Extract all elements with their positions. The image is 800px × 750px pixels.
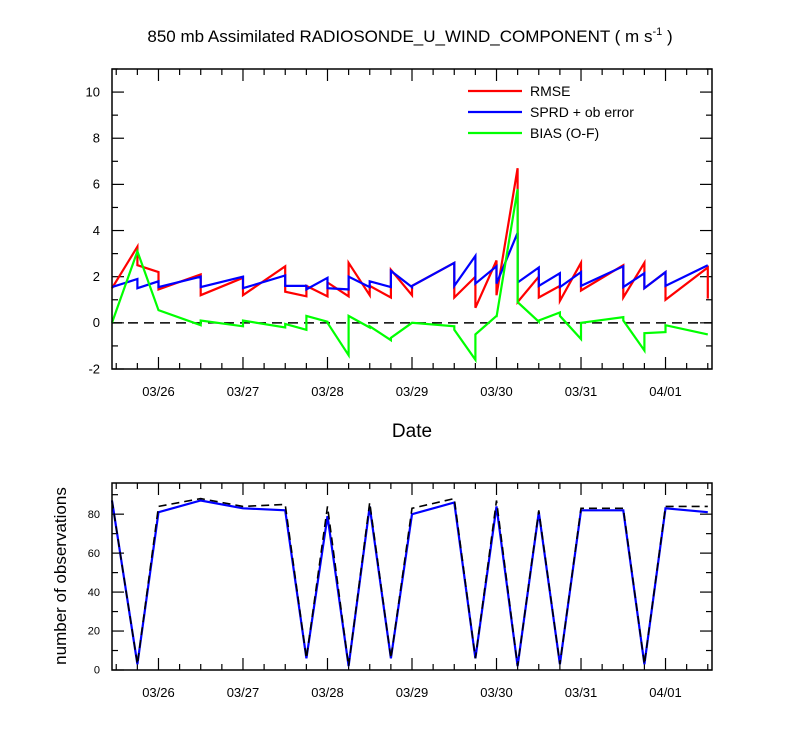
x-tick-label: 03/26 (142, 384, 175, 399)
x-tick-label: 03/30 (480, 685, 513, 700)
y-tick-label: 0 (93, 315, 100, 330)
top-plot-frame (111, 68, 713, 370)
chart-title: 850 mb Assimilated RADIOSONDE_U_WIND_COM… (147, 26, 672, 46)
chart-title-main: 850 mb Assimilated RADIOSONDE_U_WIND_COM… (147, 27, 652, 46)
x-tick-label: 03/29 (396, 384, 429, 399)
series-line-bias-o-f (110, 188, 709, 364)
series-line-sprd-ob-error (111, 232, 709, 292)
top-panel: 850 mb Assimilated RADIOSONDE_U_WIND_COM… (86, 26, 713, 442)
y-tick-label: 0 (94, 665, 100, 677)
x-tick-label: 03/29 (396, 685, 429, 700)
bottom-plot-frame (111, 482, 713, 671)
chart-title-end: ) (662, 27, 672, 46)
y-tick-label: 4 (93, 223, 100, 238)
x-axis-label: Date (392, 421, 432, 442)
y-tick-label: 60 (88, 548, 100, 560)
bottom-panel: 03/26 03/27 03/28 03/29 03/30 03/31 04/01 0 20 40… (51, 482, 713, 700)
legend-label: RMSE (530, 83, 570, 99)
x-tick-label: 04/01 (649, 384, 682, 399)
y-tick-label: 6 (93, 177, 100, 192)
legend-label: SPRD + ob error (530, 104, 634, 120)
x-tick-label: 03/28 (311, 384, 344, 399)
legend: RMSE SPRD + ob error BIAS (O-F) (468, 83, 634, 141)
y-axis-label-bottom: number of observations (51, 487, 70, 665)
y-tick-label: 40 (88, 587, 100, 599)
y-tick-label: 2 (93, 269, 100, 284)
x-tick-label: 03/27 (227, 685, 260, 700)
series-line-reference (111, 497, 708, 667)
x-tick-label: 03/31 (565, 685, 598, 700)
x-tick-label: 04/01 (649, 685, 682, 700)
y-tick-label: -2 (88, 361, 100, 376)
x-tick-label: 03/28 (311, 685, 344, 700)
y-tick-label: 20 (88, 626, 100, 638)
series-line-observations (110, 499, 708, 667)
x-tick-label: 03/27 (227, 384, 260, 399)
x-tick-label: 03/26 (142, 685, 175, 700)
y-tick-label: 8 (93, 131, 100, 146)
legend-label: BIAS (O-F) (530, 125, 599, 141)
chart-title-sup: -1 (652, 26, 662, 38)
y-tick-label: 10 (86, 84, 100, 99)
y-tick-label: 80 (88, 509, 100, 521)
x-tick-label: 03/30 (480, 384, 513, 399)
x-tick-label: 03/31 (565, 384, 598, 399)
